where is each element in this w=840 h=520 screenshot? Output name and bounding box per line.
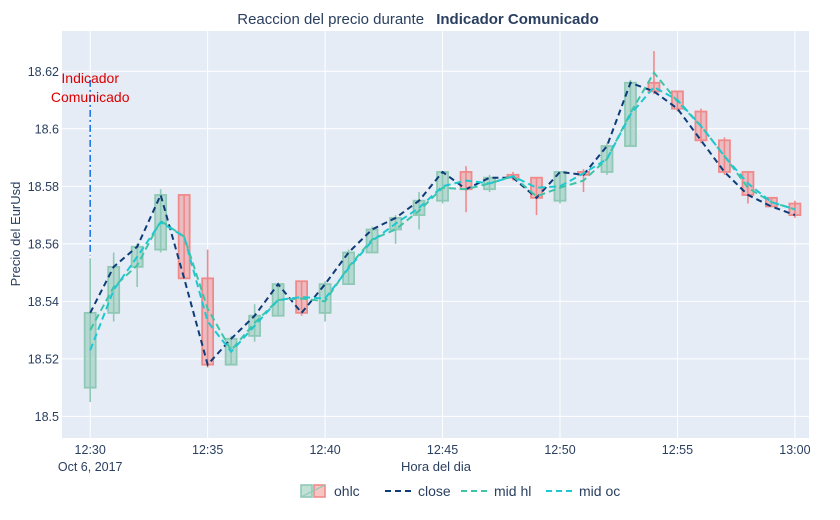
legend-label: mid hl (494, 483, 531, 499)
x-tick-label: 12:50 (544, 443, 575, 457)
x-axis-ticks: 12:30 Oct 6, 2017 12:35 12:40 12:45 12:50 12:5… (58, 443, 811, 474)
chart-title-prefix: Reaccion del precio durante (237, 11, 424, 28)
legend-label: mid oc (579, 483, 620, 499)
x-tick-label: 12:55 (662, 443, 693, 457)
legend-swatch-decreasing (313, 484, 326, 498)
y-tick-label: 18.62 (28, 65, 59, 79)
y-tick-label: 18.5 (35, 410, 59, 424)
close-line (89, 81, 796, 367)
legend-item-mid_hl[interactable]: mid hl (461, 483, 531, 499)
x-tick-sublabel: Oct 6, 2017 (58, 460, 123, 474)
annotation-text: Indicador (61, 70, 119, 86)
x-axis-title: Hora del dia (401, 459, 472, 474)
x-tick-label: 12:30 (75, 443, 106, 457)
y-tick-label: 18.58 (28, 180, 59, 194)
legend-label: ohlc (334, 483, 360, 499)
mid-oc-line (89, 85, 796, 354)
legend: ohlc close mid hl mid oc (300, 483, 620, 499)
plot-area[interactable] (62, 31, 809, 438)
legend-item-mid_oc[interactable]: mid oc (546, 483, 620, 499)
y-tick-label: 18.52 (28, 352, 59, 366)
chart-title: Reaccion del precio durante Indicador Co… (237, 11, 598, 28)
chart-title-bold: Indicador Comunicado (436, 11, 599, 28)
x-tick-label: 12:40 (309, 443, 340, 457)
grid-lines (62, 31, 809, 438)
y-axis-title: Precio del EurUsd (8, 182, 23, 287)
y-tick-label: 18.56 (28, 237, 59, 251)
y-axis-ticks: 18.5 18.52 18.54 18.56 18.58 18.6 18.62 (28, 65, 59, 424)
annotation: Indicador Comunicado (51, 70, 130, 256)
y-tick-label: 18.54 (28, 295, 59, 309)
legend-item-close[interactable]: close (385, 483, 451, 499)
series-lines (89, 70, 796, 367)
legend-label: close (418, 483, 451, 499)
legend-swatch-diagonal (300, 484, 326, 498)
x-tick-label: 13:00 (779, 443, 810, 457)
x-tick-label: 12:35 (192, 443, 223, 457)
x-tick-label: 12:45 (427, 443, 458, 457)
legend-swatch-increasing (300, 484, 313, 498)
y-tick-label: 18.6 (35, 122, 59, 136)
candle-body (647, 81, 661, 93)
legend-item-ohlc[interactable]: ohlc (300, 483, 360, 499)
annotation-text: Comunicado (51, 89, 130, 105)
candle-body (83, 311, 97, 389)
candle-increasing[interactable] (154, 189, 168, 253)
